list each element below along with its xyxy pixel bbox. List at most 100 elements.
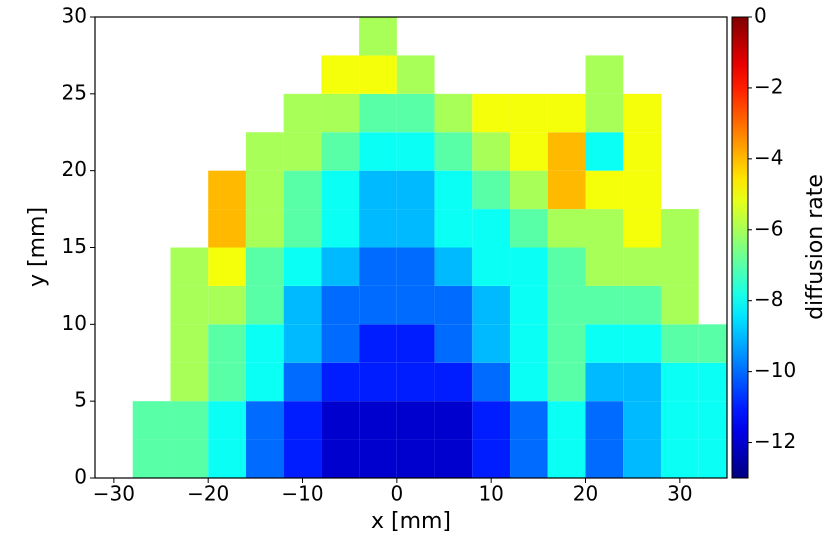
y-tick-label: 15	[62, 234, 87, 258]
x-tick-label: −30	[93, 482, 135, 506]
colorbar-tick-label: −8	[754, 287, 783, 311]
x-tick-label: 30	[667, 482, 692, 506]
heatmap-cell	[434, 362, 473, 402]
heatmap-cell	[660, 439, 699, 478]
heatmap-cell	[132, 401, 171, 440]
heatmap-cell	[321, 93, 360, 133]
heatmap-cell	[283, 324, 322, 363]
heatmap-cell	[170, 362, 209, 402]
heatmap-cell	[585, 362, 624, 402]
heatmap-cell	[698, 362, 727, 402]
y-tick-label: 0	[74, 465, 87, 489]
heatmap-cell	[510, 285, 548, 325]
heatmap-cell	[434, 324, 473, 363]
heatmap-cell	[321, 401, 360, 440]
heatmap-cell	[359, 439, 397, 478]
heatmap-cell	[245, 401, 284, 440]
heatmap-cell	[547, 439, 586, 478]
heatmap-cell	[396, 209, 435, 248]
heatmap-cell	[623, 93, 661, 133]
heatmap-cell	[359, 285, 397, 325]
x-tick-label: 0	[390, 482, 403, 506]
heatmap-cell	[321, 362, 360, 402]
heatmap-cell	[472, 170, 511, 210]
heatmap-cell	[472, 362, 511, 402]
heatmap-cell	[321, 55, 360, 94]
heatmap-cell	[170, 401, 209, 440]
heatmap-cell	[359, 55, 397, 94]
heatmap-cell	[585, 247, 624, 286]
heatmap-cell	[510, 362, 548, 402]
heatmap-cell	[396, 247, 435, 286]
heatmap-cell	[510, 247, 548, 286]
heatmap-cell	[321, 170, 360, 210]
heatmap-cell	[472, 401, 511, 440]
heatmap-cell	[472, 439, 511, 478]
heatmap-cell	[396, 285, 435, 325]
heatmap-cell	[434, 93, 473, 133]
heatmap-cell	[208, 362, 246, 402]
heatmap-cell	[321, 439, 360, 478]
heatmap-cell	[208, 324, 246, 363]
heatmap-cell	[434, 247, 473, 286]
heatmap-cell	[660, 324, 699, 363]
heatmap-cell	[510, 439, 548, 478]
heatmap-cell	[208, 285, 246, 325]
heatmap-cell	[510, 209, 548, 248]
heatmap-cell	[208, 170, 246, 210]
heatmap-cell	[660, 285, 699, 325]
heatmap-cell	[698, 401, 727, 440]
heatmap-cell	[510, 132, 548, 171]
x-tick-label: −20	[187, 482, 229, 506]
heatmap-cell	[623, 132, 661, 171]
heatmap-cell	[698, 324, 727, 363]
y-axis-label: y [mm]	[25, 207, 50, 287]
heatmap-cell	[623, 324, 661, 363]
heatmap-cell	[321, 132, 360, 171]
heatmap-cell	[472, 209, 511, 248]
heatmap-cell	[547, 362, 586, 402]
heatmap-cell	[547, 401, 586, 440]
heatmap-cell	[283, 209, 322, 248]
heatmap-cell	[585, 439, 624, 478]
heatmap-cell	[623, 170, 661, 210]
x-axis-label: x [mm]	[371, 509, 451, 534]
heatmap-cell	[623, 362, 661, 402]
heatmap-cell	[698, 439, 727, 478]
heatmap-cell	[396, 324, 435, 363]
heatmap-cell	[170, 247, 209, 286]
heatmap-cell	[283, 401, 322, 440]
heatmap-cell	[547, 209, 586, 248]
heatmap-cell	[245, 209, 284, 248]
heatmap-cell	[208, 209, 246, 248]
heatmap-cell	[434, 401, 473, 440]
colorbar-label: diffusion rate	[803, 174, 828, 320]
heatmap-cell	[283, 132, 322, 171]
heatmap-cell	[623, 401, 661, 440]
x-tick-label: 20	[573, 482, 598, 506]
colorbar-tick-label: 0	[754, 4, 767, 28]
heatmap-cell	[585, 93, 624, 133]
heatmap-cell	[660, 401, 699, 440]
colorbar-tick-label: −6	[754, 216, 783, 240]
heatmap-cell	[245, 170, 284, 210]
heatmap-cell	[547, 170, 586, 210]
heatmap-cell	[245, 362, 284, 402]
heatmap-cell	[547, 285, 586, 325]
heatmap-cell	[623, 439, 661, 478]
heatmap-cell	[434, 439, 473, 478]
heatmap-cell	[547, 247, 586, 286]
heatmap-cell	[510, 170, 548, 210]
heatmap-cell	[321, 285, 360, 325]
heatmap-cell	[472, 285, 511, 325]
heatmap-cell	[434, 209, 473, 248]
y-tick-label: 25	[62, 80, 87, 104]
heatmap-cell	[396, 132, 435, 171]
heatmap-cell	[245, 439, 284, 478]
heatmap-cell	[170, 285, 209, 325]
heatmap-cell	[359, 17, 397, 56]
heatmap-cell	[208, 439, 246, 478]
heatmap-cell	[585, 132, 624, 171]
heatmap-cell	[359, 209, 397, 248]
